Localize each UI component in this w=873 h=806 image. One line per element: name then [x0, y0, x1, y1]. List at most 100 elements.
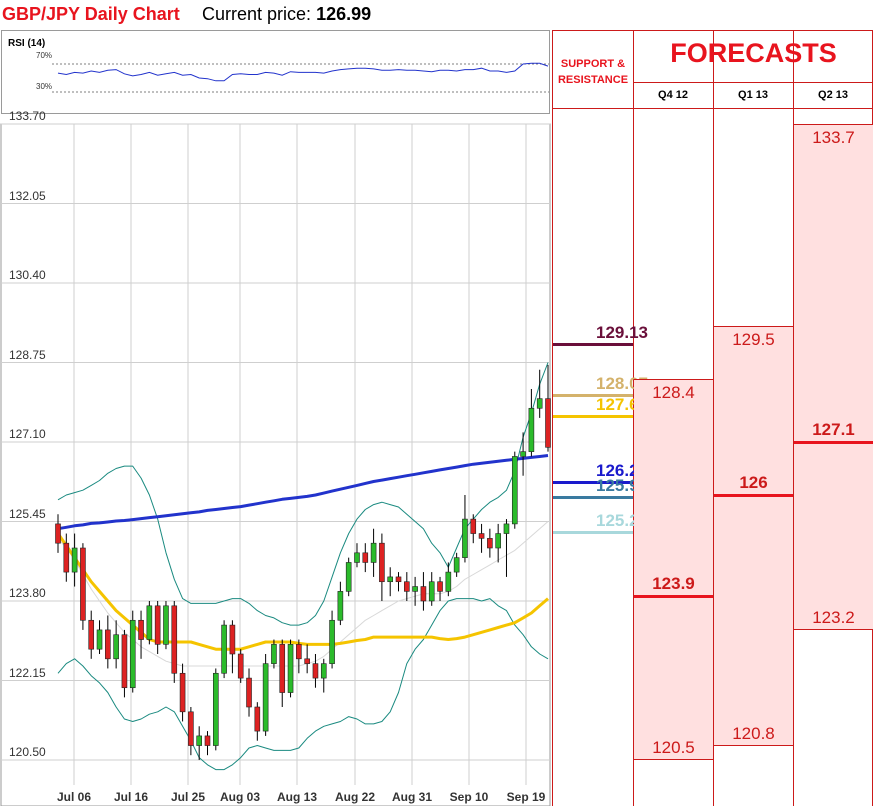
forecast-mid-line — [794, 441, 873, 444]
candle-body-57 — [528, 407, 535, 452]
y-tick-label: 127.10 — [9, 427, 46, 441]
x-tick-label: Aug 13 — [276, 790, 317, 804]
candle-body-37 — [362, 552, 369, 563]
candle-body-58 — [536, 398, 543, 409]
candle-body-0 — [55, 523, 61, 544]
forecast-mid-label: 127.1 — [812, 420, 855, 439]
sr-level-label: 129.13 — [596, 323, 648, 343]
y-tick-label: 128.75 — [9, 347, 46, 362]
current-price-value: 126.99 — [316, 4, 372, 24]
rsi-label: RSI (14) — [8, 38, 46, 49]
y-tick-label: 120.50 — [9, 745, 46, 759]
x-tick-label: Aug 03 — [219, 790, 260, 804]
candle-body-23 — [246, 677, 252, 708]
y-tick-label: 130.40 — [9, 268, 46, 282]
forecast-low-label: 120.5 — [652, 738, 695, 757]
candle-body-55 — [511, 456, 518, 525]
candle-body-31 — [312, 663, 319, 679]
candle-body-47 — [445, 571, 452, 592]
sr-header-line2: RESISTANCE — [557, 74, 629, 86]
sr-level-line — [553, 480, 633, 484]
sr-level-line — [553, 394, 633, 398]
x-tick-label: Jul 25 — [170, 790, 206, 804]
candle-body-15 — [179, 672, 186, 713]
candle-body-38 — [370, 542, 377, 563]
forecast-low-label: 120.8 — [732, 723, 775, 743]
sr-level-line — [553, 343, 633, 347]
bollinger-lower-line — [57, 598, 549, 771]
candle-body-48 — [453, 557, 460, 573]
x-tick-label: Sep 19 — [506, 790, 546, 804]
current-price: Current price: 126.99 — [202, 4, 371, 25]
candle-body-34 — [337, 591, 344, 621]
candle-body-35 — [345, 562, 352, 592]
candle-body-16 — [188, 711, 194, 746]
candle-body-4 — [88, 619, 95, 650]
candle-body-27 — [279, 644, 286, 693]
candle-body-41 — [395, 576, 402, 583]
candle-body-59 — [545, 398, 551, 448]
candle-body-50 — [470, 518, 477, 534]
candle-body-44 — [420, 586, 427, 602]
current-price-label: Current price: — [202, 4, 312, 24]
candle-body-20 — [221, 624, 227, 674]
forecast-low-label: 123.2 — [812, 607, 855, 627]
forecast-range-box — [794, 124, 873, 630]
candle-body-14 — [171, 605, 178, 674]
x-tick-label: Sep 10 — [449, 790, 489, 804]
sr-level-line — [553, 530, 633, 534]
chart-title: GBP/JPY Daily Chart — [2, 4, 180, 24]
y-tick-label: 125.45 — [9, 506, 46, 521]
y-tick-label: 122.15 — [9, 665, 46, 680]
quarter-header-q4-12: Q4 12 — [658, 89, 688, 101]
candle-body-56 — [520, 451, 526, 457]
table-border-sr-left — [552, 30, 553, 806]
table-border-q2-left — [793, 30, 794, 806]
candle-body-42 — [404, 581, 410, 592]
candle-body-1 — [63, 542, 70, 573]
candle-body-54 — [503, 523, 510, 534]
support-resistance-header: SUPPORT & RESISTANCE — [553, 56, 633, 88]
candle-body-51 — [478, 533, 485, 539]
forecast-mid-line — [634, 595, 713, 599]
ma-grey-line — [57, 521, 549, 667]
candle-body-9 — [129, 619, 136, 689]
forecast-mid-label: 126 — [739, 473, 768, 492]
candle-body-46 — [437, 581, 443, 592]
candle-body-10 — [138, 619, 144, 640]
x-tick-label: Jul 06 — [56, 790, 92, 804]
candle-body-12 — [154, 605, 161, 645]
forecast-title-border — [633, 82, 873, 83]
candle-body-25 — [262, 663, 269, 732]
forecast-high-label: 128.4 — [652, 383, 695, 403]
table-top-border — [552, 30, 873, 31]
rsi-level-30: 30% — [36, 82, 53, 91]
candle-body-52 — [487, 538, 493, 549]
candle-body-17 — [196, 735, 202, 746]
candle-body-5 — [96, 629, 103, 650]
candle-body-8 — [121, 634, 128, 689]
sr-level-line — [553, 495, 633, 499]
forecast-mid-label: 123.9 — [652, 574, 695, 594]
candle-body-18 — [204, 735, 211, 746]
quarter-header-q2-13: Q2 13 — [818, 89, 848, 101]
candle-body-40 — [387, 576, 394, 583]
candle-body-21 — [229, 624, 236, 655]
rsi-panel: RSI (14) 70% 30% — [1, 30, 550, 114]
x-tick-label: Aug 22 — [334, 790, 375, 804]
candle-body-3 — [80, 547, 86, 621]
candle-body-28 — [287, 644, 294, 693]
rsi-line — [57, 62, 549, 82]
rsi-plot — [52, 62, 549, 93]
candle-body-32 — [320, 663, 327, 679]
forecast-mid-line — [714, 494, 793, 497]
candle-body-43 — [412, 586, 418, 592]
candle-body-36 — [354, 552, 360, 563]
candle-body-39 — [379, 542, 385, 583]
candle-body-53 — [495, 533, 501, 549]
candle-body-49 — [462, 518, 468, 558]
candle-body-19 — [212, 672, 219, 746]
candle-body-30 — [304, 658, 310, 664]
forecast-range-box — [634, 379, 713, 760]
